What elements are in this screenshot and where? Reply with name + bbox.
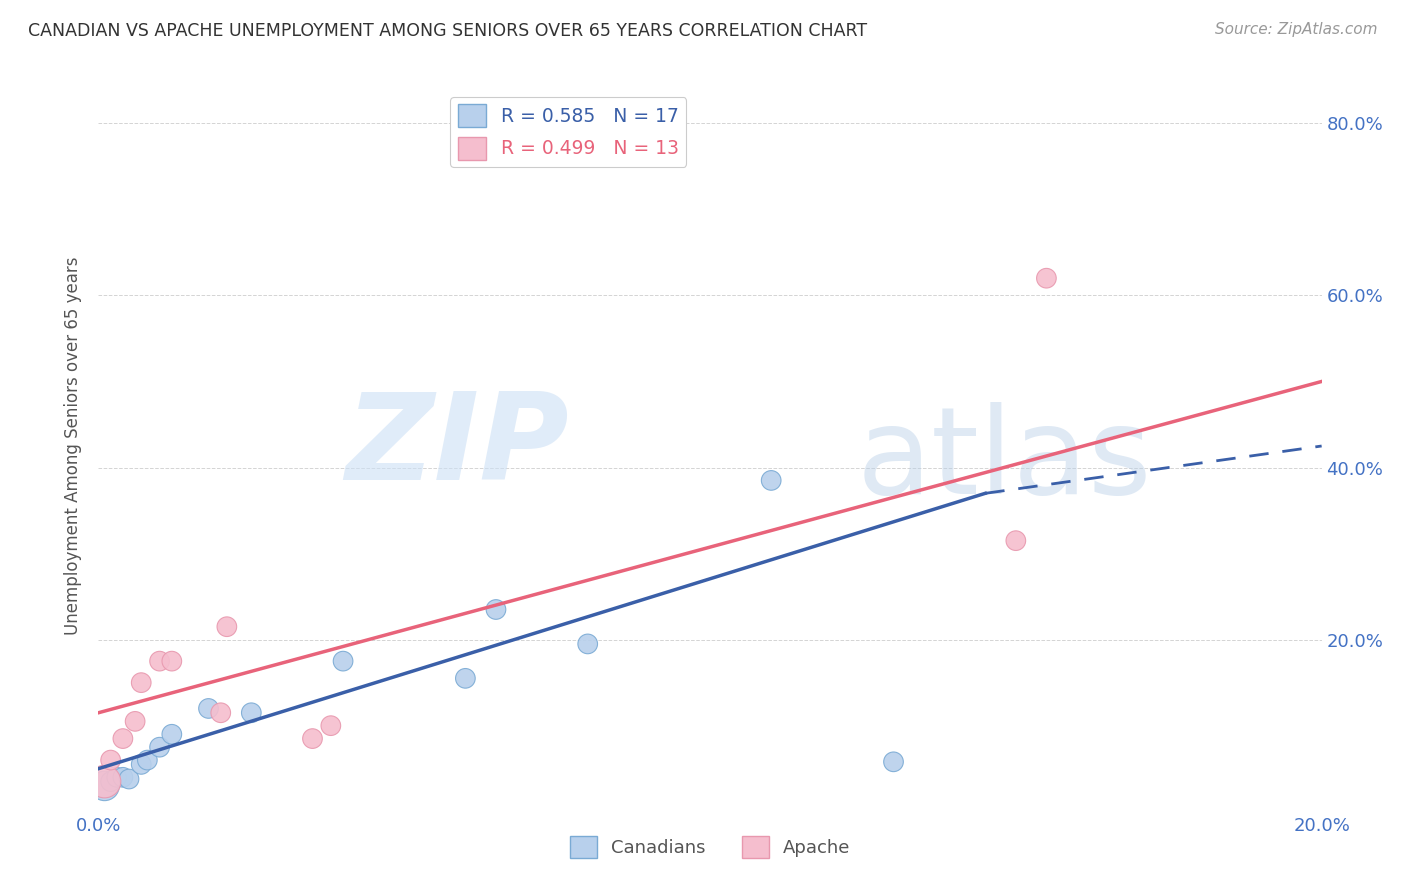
Canadians <box>576 637 599 651</box>
Legend: Canadians, Apache: Canadians, Apache <box>562 829 858 865</box>
Apache <box>111 731 134 746</box>
Canadians <box>129 757 152 772</box>
Canadians <box>197 701 219 715</box>
Canadians <box>759 474 782 488</box>
Apache <box>160 654 183 668</box>
Canadians <box>332 654 354 668</box>
Text: ZIP: ZIP <box>346 387 569 505</box>
Apache <box>149 654 172 668</box>
Canadians <box>136 753 159 767</box>
Apache <box>93 774 115 789</box>
Canadians <box>240 706 263 720</box>
Canadians <box>160 727 183 741</box>
Text: atlas: atlas <box>856 402 1153 519</box>
Apache <box>301 731 323 746</box>
Apache <box>1004 533 1026 548</box>
Canadians <box>111 770 134 784</box>
Canadians <box>93 779 115 793</box>
Apache <box>124 714 146 729</box>
Canadians <box>883 755 905 769</box>
Canadians <box>454 671 477 685</box>
Canadians <box>105 770 128 784</box>
Apache <box>319 719 342 733</box>
Y-axis label: Unemployment Among Seniors over 65 years: Unemployment Among Seniors over 65 years <box>65 257 83 635</box>
Canadians <box>118 772 141 786</box>
Canadians <box>149 740 172 755</box>
Apache <box>129 675 152 690</box>
Canadians <box>485 602 508 616</box>
Apache <box>1035 271 1057 285</box>
Text: Source: ZipAtlas.com: Source: ZipAtlas.com <box>1215 22 1378 37</box>
Canadians <box>100 774 122 789</box>
Apache <box>209 706 232 720</box>
Text: CANADIAN VS APACHE UNEMPLOYMENT AMONG SENIORS OVER 65 YEARS CORRELATION CHART: CANADIAN VS APACHE UNEMPLOYMENT AMONG SE… <box>28 22 868 40</box>
Apache <box>215 620 238 634</box>
Apache <box>100 753 122 767</box>
